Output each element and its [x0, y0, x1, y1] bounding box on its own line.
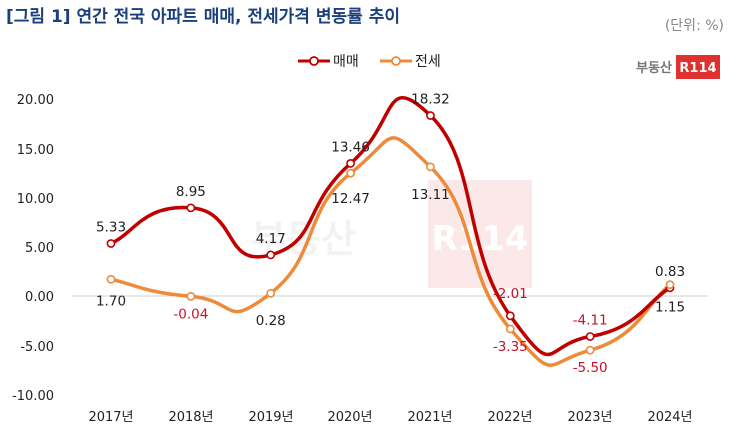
- data-point-jeonse: [665, 280, 675, 290]
- data-point-jeonse: [505, 324, 515, 334]
- legend-item-jeonse: 전세: [380, 54, 441, 70]
- brand-box-text: R114: [679, 61, 716, 76]
- data-point-jeonse: [426, 162, 435, 172]
- data-point-sale: [585, 332, 595, 341]
- legend-item-sale: 매매: [298, 54, 359, 70]
- data-label-sale: 18.32: [411, 92, 450, 108]
- data-point-jeonse: [186, 291, 196, 301]
- data-label-sale: 5.33: [96, 219, 126, 235]
- data-label-sale: -4.11: [573, 312, 608, 328]
- data-label-jeonse: -5.50: [573, 360, 608, 376]
- data-label-sale: 8.95: [176, 184, 206, 200]
- watermark: 부동산 R114: [251, 180, 532, 288]
- x-tick-label: 2017년: [88, 410, 133, 425]
- x-tick-label: 2021년: [407, 410, 452, 425]
- data-label-jeonse: -0.04: [173, 306, 208, 322]
- watermark-box: [428, 180, 532, 288]
- y-tick-label: -5.00: [20, 340, 54, 355]
- data-label-sale: -2.01: [493, 286, 528, 302]
- data-marks: 5.33 8.95 4.17 13.46 18.32 -2.01 -4.11 0.83 1.70…: [96, 92, 685, 377]
- legend-marker-sale: [309, 56, 319, 66]
- legend-marker-jeonse: [391, 56, 401, 66]
- data-label-sale: 13.46: [331, 139, 370, 155]
- series-line-sale: [109, 95, 672, 357]
- data-point-sale: [186, 203, 196, 213]
- data-label-jeonse: 12.47: [331, 191, 370, 207]
- brand-logo: 부동산 R114: [636, 55, 720, 79]
- data-point-jeonse: [106, 274, 116, 284]
- legend: 매매 전세: [298, 54, 441, 70]
- data-point-sale: [346, 159, 355, 168]
- chart-title: [그림 1] 연간 전국 아파트 매매, 전세가격 변동률 추이: [6, 7, 400, 27]
- data-label-sale: 4.17: [256, 231, 286, 247]
- y-tick-label: 10.00: [17, 192, 54, 207]
- data-label-sale: 0.83: [655, 264, 685, 280]
- y-tick-label: 5.00: [25, 241, 54, 256]
- x-tick-label: 2020년: [327, 410, 372, 425]
- data-point-sale: [106, 239, 116, 248]
- data-label-jeonse: 0.28: [256, 313, 286, 329]
- brand-box: [676, 55, 720, 79]
- brand-name: 부동산: [636, 60, 672, 76]
- y-axis: 20.00 15.00 10.00 5.00 0.00 -5.00 -10.00: [12, 93, 54, 404]
- y-tick-label: -10.00: [12, 389, 54, 404]
- data-label-jeonse: -3.35: [493, 339, 528, 355]
- legend-label-sale: 매매: [333, 54, 359, 70]
- data-label-jeonse: 13.11: [411, 187, 450, 203]
- x-tick-label: 2022년: [487, 410, 532, 425]
- x-tick-label: 2018년: [168, 410, 213, 425]
- x-tick-label: 2019년: [248, 410, 293, 425]
- data-point-jeonse: [346, 168, 355, 178]
- legend-label-jeonse: 전세: [415, 54, 441, 70]
- x-tick-label: 2023년: [567, 410, 612, 425]
- data-label-jeonse: 1.70: [96, 293, 126, 309]
- data-point-sale: [426, 111, 435, 120]
- y-tick-label: 0.00: [25, 290, 54, 305]
- y-tick-label: 15.00: [17, 143, 54, 158]
- x-axis: 2017년 2018년 2019년 2020년 2021년 2022년 2023…: [88, 410, 692, 425]
- x-tick-label: 2024년: [647, 410, 692, 425]
- series-line-jeonse: [109, 136, 672, 367]
- data-point-jeonse: [585, 345, 595, 355]
- data-point-jeonse: [266, 288, 276, 298]
- data-label-jeonse: 1.15: [655, 300, 685, 316]
- data-point-sale: [505, 311, 515, 321]
- unit-label: (단위: %): [665, 18, 724, 34]
- y-tick-label: 20.00: [17, 93, 54, 108]
- data-point-sale: [266, 250, 276, 260]
